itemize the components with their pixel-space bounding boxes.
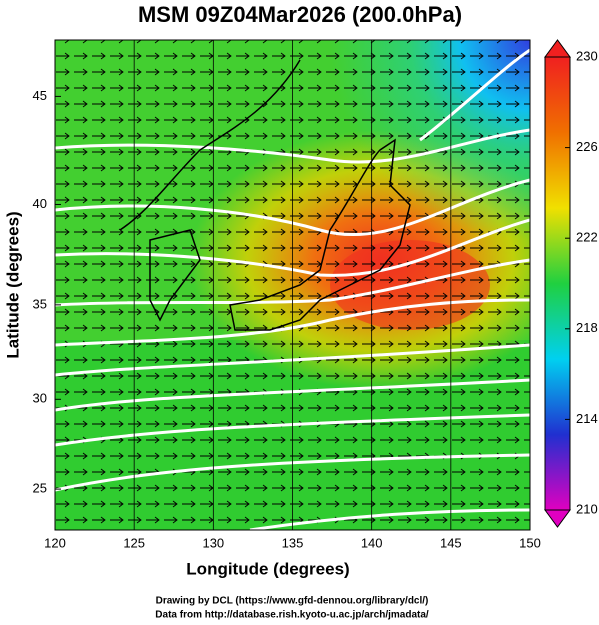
colorbar-tick-label: 210 [576,501,598,516]
x-axis-label: Longitude (degrees) [186,559,349,578]
y-tick-label: 30 [33,391,47,406]
colorbar-tick-label: 222 [576,230,598,245]
colorbar-tick-label: 230 [576,48,598,63]
y-tick-label: 45 [33,88,47,103]
y-tick-label: 25 [33,481,47,496]
colorbar-extend [544,509,571,528]
colorbar-tick-label: 218 [576,320,598,335]
map-field [55,40,530,530]
x-tick-label: 150 [519,535,541,550]
chart-title: MSM 09Z04Mar2026 (200.0hPa) [138,2,462,27]
colorbar: 210 214 218 222 226 230 [544,39,598,528]
credit: Data from http://database.rish.kyoto-u.a… [155,610,429,621]
x-tick-label: 130 [202,535,224,550]
colorbar-tick-label: 214 [576,411,598,426]
y-tick-label: 40 [33,196,47,211]
x-tick-label: 140 [361,535,383,550]
colorbar-tick-label: 226 [576,139,598,154]
y-tick-label: 35 [33,296,47,311]
credit: Drawing by DCL (https://www.gfd-dennou.o… [156,596,429,607]
x-tick-label: 145 [440,535,462,550]
x-tick-label: 135 [282,535,304,550]
colorbar-extend [544,39,571,58]
y-axis-label: Latitude (degrees) [3,211,22,358]
x-tick-label: 125 [123,535,145,550]
x-tick-label: 120 [44,535,66,550]
